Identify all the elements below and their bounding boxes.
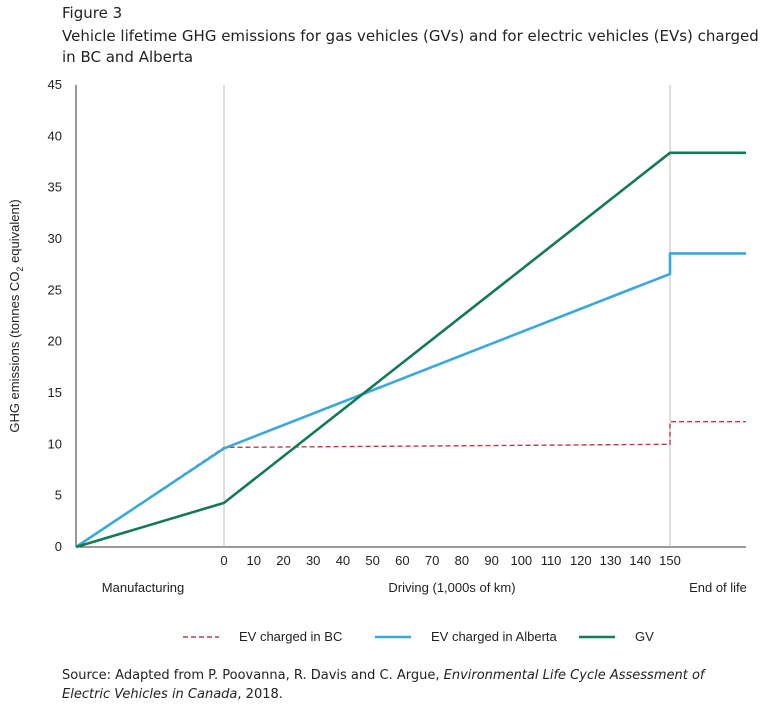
x-tick-label-140: 140 <box>629 553 651 568</box>
x-tick-label-70: 70 <box>425 553 439 568</box>
y-tick-label-30: 30 <box>48 231 62 246</box>
series-line-ev_bc <box>75 421 746 548</box>
y-tick-label-40: 40 <box>48 128 62 143</box>
x-tick-label-90: 90 <box>484 553 498 568</box>
x-tick-label-100: 100 <box>510 553 532 568</box>
chart-title: Vehicle lifetime GHG emissions for gas v… <box>62 27 759 66</box>
phase-label-end-of-life: End of life <box>689 580 747 595</box>
y-tick-label-15: 15 <box>48 385 62 400</box>
y-tick-label-35: 35 <box>48 180 62 195</box>
x-tick-label-10: 10 <box>246 553 260 568</box>
y-tick-labels: 0 5 10 15 20 25 30 35 40 45 <box>48 77 62 554</box>
phase-label-manufacturing: Manufacturing <box>102 580 184 595</box>
y-tick-label-20: 20 <box>48 334 62 349</box>
series-lines <box>75 151 746 549</box>
legend-label-ev_bc: EV charged in BC <box>239 629 342 644</box>
y-tick-label-10: 10 <box>48 436 62 451</box>
x-tick-label-50: 50 <box>365 553 379 568</box>
x-tick-label-20: 20 <box>276 553 290 568</box>
x-tick-labels: 0 10 20 30 40 50 60 70 80 90 100 110 120 130 140 150 <box>220 553 680 568</box>
figure-label: Figure 3 <box>62 4 123 22</box>
x-tick-label-80: 80 <box>455 553 469 568</box>
legend-label-gv: GV <box>635 629 654 644</box>
x-tick-label-0: 0 <box>220 553 227 568</box>
x-tick-label-120: 120 <box>570 553 592 568</box>
y-tick-label-45: 45 <box>48 77 62 92</box>
x-tick-label-110: 110 <box>541 553 562 568</box>
x-tick-label-40: 40 <box>336 553 350 568</box>
source-note: Source: Adapted from P. Poovanna, R. Dav… <box>62 668 705 702</box>
legend: EV charged in BC EV charged in Alberta GV <box>183 629 654 644</box>
y-tick-label-25: 25 <box>48 282 62 297</box>
phase-label-driving: Driving (1,000s of km) <box>388 580 515 595</box>
x-tick-label-30: 30 <box>306 553 320 568</box>
y-axis-label: GHG emissions (tonnes CO2 equivalent) <box>7 199 25 432</box>
x-tick-label-130: 130 <box>600 553 622 568</box>
series-line-ev_ab <box>75 252 746 549</box>
legend-label-ev_ab: EV charged in Alberta <box>431 629 558 644</box>
axes <box>75 85 746 548</box>
x-tick-label-60: 60 <box>395 553 409 568</box>
series-line-gv <box>75 151 746 549</box>
y-tick-label-0: 0 <box>55 539 62 554</box>
x-tick-label-150: 150 <box>659 553 681 568</box>
y-tick-label-5: 5 <box>55 488 62 503</box>
